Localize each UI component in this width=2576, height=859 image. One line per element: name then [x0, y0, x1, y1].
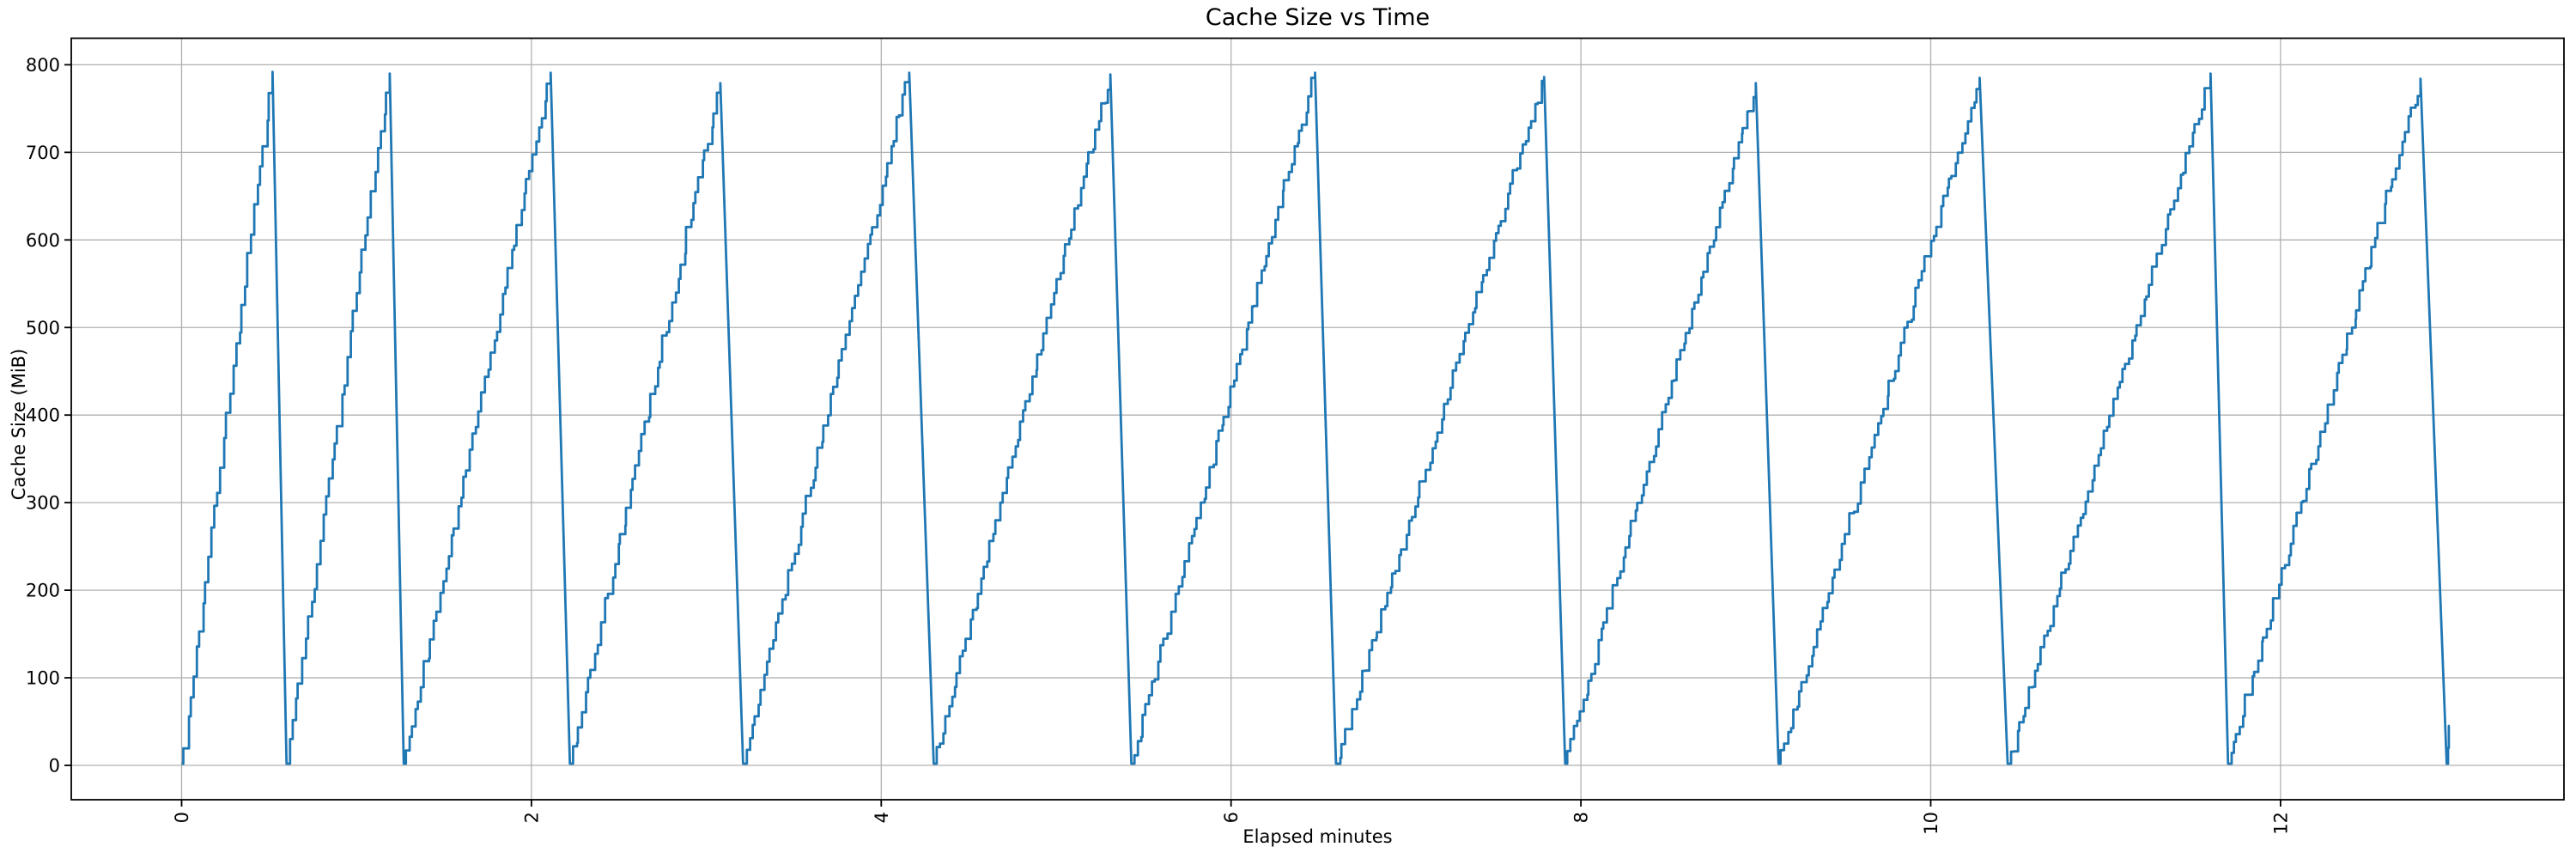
cache-size-line — [181, 70, 2451, 765]
axes-spines — [70, 37, 2565, 801]
x-axis-label: Elapsed minutes — [1242, 826, 1393, 847]
y-tick-label: 200 — [26, 581, 60, 601]
y-tick-label: 500 — [26, 318, 60, 338]
x-tick-label: 2 — [521, 812, 542, 823]
y-tick-label: 600 — [26, 230, 60, 251]
chart-title: Cache Size vs Time — [1205, 4, 1431, 31]
x-tick-label: 6 — [1221, 812, 1242, 823]
y-tick-label: 700 — [26, 143, 60, 163]
y-axis-label: Cache Size (MiB) — [9, 348, 29, 501]
x-tick-label: 10 — [1921, 812, 1941, 835]
x-tick-label: 4 — [872, 812, 892, 823]
y-tick-label: 100 — [26, 668, 60, 689]
y-tick-label: 800 — [26, 55, 60, 76]
y-tick-label: 300 — [26, 493, 60, 514]
x-tick-label: 8 — [1571, 812, 1592, 823]
y-tick-label: 0 — [49, 756, 60, 777]
x-tick-label: 12 — [2270, 812, 2291, 835]
x-tick-label: 0 — [172, 812, 192, 823]
y-tick-label: 400 — [26, 405, 60, 426]
